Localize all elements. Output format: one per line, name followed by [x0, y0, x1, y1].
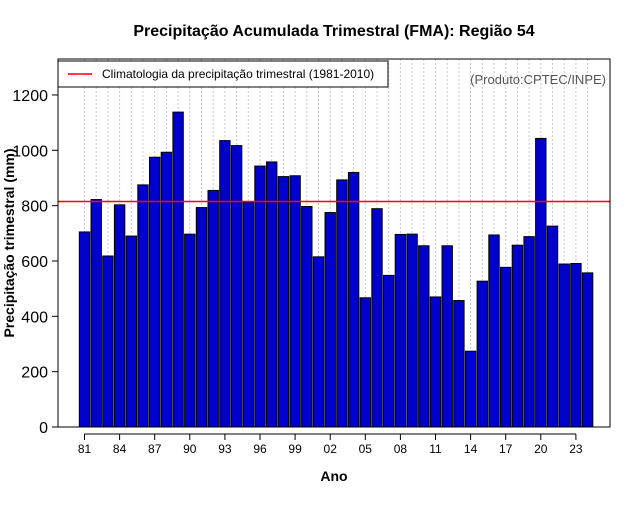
- bar-2010: [418, 245, 430, 428]
- bar-1996: [254, 165, 266, 428]
- y-axis-title: Precipitação trimestral (mm): [1, 148, 17, 337]
- bar-1987: [149, 156, 161, 428]
- x-tick-label: 02: [324, 442, 338, 456]
- y-tick-label: 1200: [12, 88, 48, 105]
- x-axis: 81 84 87 90 93 96 99 02 05 08 11 14 17 20 23: [78, 433, 583, 456]
- bar-1989: [172, 111, 184, 428]
- x-tick-label: 23: [569, 442, 583, 456]
- x-tick-label: 11: [429, 442, 442, 456]
- bar-2003: [336, 179, 348, 428]
- bar-2006: [371, 208, 383, 428]
- bars: [78, 111, 594, 428]
- source-label: (Produto:CPTEC/INPE): [470, 72, 606, 87]
- bar-1981: [78, 231, 91, 428]
- bar-2018: [511, 244, 524, 428]
- bar-1988: [160, 151, 173, 428]
- bar-1990: [184, 233, 196, 428]
- x-tick-label: 08: [394, 442, 408, 456]
- bar-2000: [301, 205, 313, 428]
- bar-2017: [500, 266, 512, 428]
- bar-2009: [406, 233, 418, 428]
- y-tick-label: 0: [39, 420, 48, 437]
- bar-1984: [113, 204, 126, 428]
- x-tick-label: 84: [113, 442, 127, 456]
- bar-2001: [312, 256, 325, 428]
- bar-1991: [195, 207, 208, 428]
- y-tick-label: 1000: [12, 143, 48, 160]
- y-axis: 0 200 400 600 800 1000 1200: [12, 88, 58, 437]
- bar-2012: [441, 245, 453, 428]
- x-tick-label: 90: [183, 442, 197, 456]
- bar-2014: [464, 350, 477, 428]
- bar-1998: [277, 176, 290, 428]
- y-tick-label: 800: [21, 199, 48, 216]
- x-tick-label: 99: [288, 442, 302, 456]
- bar-1992: [207, 189, 219, 428]
- y-tick-label: 400: [21, 309, 48, 326]
- bar-2016: [488, 234, 500, 428]
- legend: Climatologia da precipitação trimestral …: [57, 60, 389, 88]
- x-tick-label: 17: [499, 442, 513, 456]
- bar-2020: [535, 137, 547, 428]
- x-tick-label: 87: [148, 442, 162, 456]
- bar-2013: [453, 300, 465, 428]
- bar-1982: [90, 199, 102, 428]
- plot-frame: [57, 58, 611, 428]
- bar-2005: [359, 297, 372, 428]
- bar-2008: [394, 233, 407, 428]
- x-tick-label: 20: [534, 442, 548, 456]
- bar-1986: [137, 184, 149, 428]
- bar-2007: [383, 274, 395, 428]
- bar-1985: [125, 235, 137, 428]
- bar-1983: [102, 255, 114, 428]
- chart-title: Precipitação Acumulada Trimestral (FMA):…: [133, 23, 534, 40]
- bar-1993: [219, 140, 231, 428]
- bar-2004: [347, 171, 360, 428]
- bar-1994: [230, 145, 243, 428]
- bar-2002: [324, 212, 336, 428]
- x-tick-label: 81: [78, 442, 92, 456]
- x-axis-title: Ano: [320, 468, 347, 484]
- bar-2021: [546, 225, 559, 428]
- x-tick-label: 05: [359, 442, 373, 456]
- bar-2011: [429, 296, 442, 428]
- x-tick-label: 14: [464, 442, 478, 456]
- y-tick-label: 600: [21, 254, 48, 271]
- legend-label: Climatologia da precipitação trimestral …: [102, 67, 374, 81]
- bar-1995: [242, 201, 255, 428]
- bar-2015: [476, 280, 489, 428]
- bar-1999: [289, 175, 301, 428]
- x-tick-label: 96: [253, 442, 267, 456]
- y-tick-label: 200: [21, 365, 48, 382]
- bar-2023: [570, 262, 582, 428]
- bar-2019: [523, 236, 535, 428]
- bar-2024: [581, 272, 594, 428]
- legend-box: [57, 60, 389, 88]
- bar-2022: [558, 263, 570, 428]
- x-tick-label: 93: [218, 442, 232, 456]
